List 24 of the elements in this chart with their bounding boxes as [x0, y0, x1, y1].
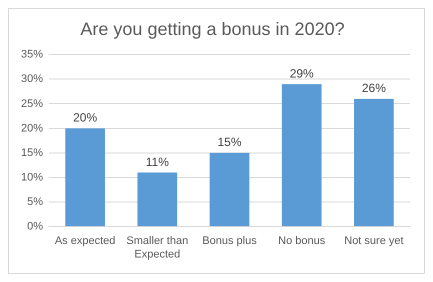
bar [210, 152, 250, 226]
chart-title: Are you getting a bonus in 2020? [80, 18, 345, 39]
bar [137, 172, 178, 226]
data-label: 26% [362, 81, 386, 96]
x-tick-label: As expected [54, 235, 116, 248]
data-label: 15% [217, 135, 242, 150]
data-label: 29% [290, 66, 314, 80]
y-tick-label: 5% [27, 196, 44, 208]
y-tick-label: 10% [20, 171, 44, 184]
bar [354, 98, 394, 226]
y-tick-label: 0% [27, 220, 44, 233]
bar [282, 84, 322, 226]
y-tick-label: 15% [20, 146, 44, 159]
x-tick-label: No bonus [278, 235, 326, 248]
x-tick-label: Bonus plus [202, 235, 258, 248]
x-tick-label: Smaller than Expected [126, 235, 188, 260]
y-tick-label: 35% [20, 48, 44, 61]
x-tick-label: Not sure yet [344, 235, 404, 248]
bar [65, 128, 105, 226]
y-tick-label: 30% [20, 73, 44, 86]
data-label: 20% [73, 110, 98, 125]
data-label: 11% [146, 154, 170, 169]
y-tick-label: 20% [20, 122, 44, 134]
y-tick-label: 25% [20, 98, 44, 110]
